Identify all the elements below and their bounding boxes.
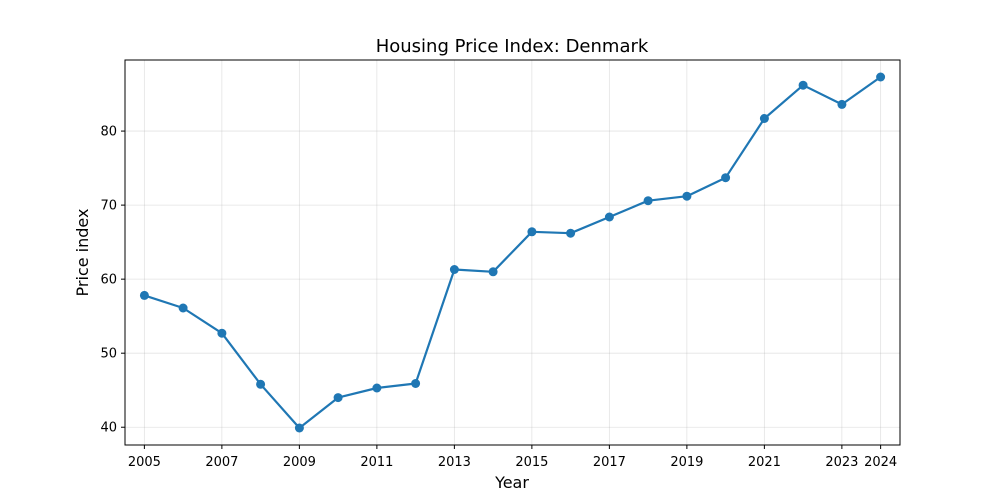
data-point — [139, 290, 149, 300]
data-point — [837, 99, 847, 109]
data-point — [294, 423, 304, 433]
data-point — [604, 212, 614, 222]
data-point — [876, 72, 886, 82]
x-tick-label: 2024 — [864, 455, 897, 470]
y-tick-label: 40 — [100, 421, 117, 436]
data-point — [411, 379, 421, 388]
data-point — [178, 303, 188, 313]
grid — [125, 60, 900, 445]
plot-frame — [124, 59, 901, 446]
x-tick-label: 2005 — [128, 455, 161, 470]
x-tick-label: 2007 — [205, 455, 238, 470]
chart-title: Housing Price Index: Denmark — [376, 36, 649, 57]
y-tick-label: 80 — [100, 125, 117, 140]
y-tick-label: 60 — [100, 273, 117, 288]
x-tick-label: 2015 — [515, 455, 548, 470]
data-point — [759, 114, 769, 123]
series-layer — [139, 72, 886, 433]
y-axis-ticks: 40 50 60 70 80 — [100, 125, 125, 436]
series-line — [144, 76, 882, 430]
data-point — [256, 379, 266, 389]
x-tick-label: 2021 — [748, 455, 781, 470]
x-tick-label: 2011 — [360, 455, 393, 470]
y-tick-label: 70 — [100, 199, 117, 214]
data-point — [798, 80, 808, 90]
y-axis-label: Price index — [73, 209, 92, 297]
x-tick-label: 2013 — [438, 455, 471, 470]
data-point — [333, 393, 343, 403]
x-tick-label: 2023 — [825, 455, 858, 470]
data-point — [682, 191, 692, 201]
x-tick-label: 2017 — [593, 455, 626, 470]
y-tick-label: 50 — [100, 347, 117, 362]
data-point — [217, 328, 227, 338]
x-axis-ticks: 2005 2007 2009 2011 2013 2015 2017 2019 2021 2023… — [128, 445, 897, 470]
data-point — [527, 227, 537, 237]
data-point — [721, 173, 731, 183]
x-tick-label: 2009 — [283, 455, 316, 470]
x-tick-label: 2019 — [670, 455, 703, 470]
x-axis-label: Year — [494, 473, 529, 492]
data-point — [372, 383, 382, 393]
data-point — [566, 228, 576, 238]
data-point — [643, 196, 653, 206]
data-point — [488, 267, 498, 277]
data-point — [449, 265, 459, 274]
